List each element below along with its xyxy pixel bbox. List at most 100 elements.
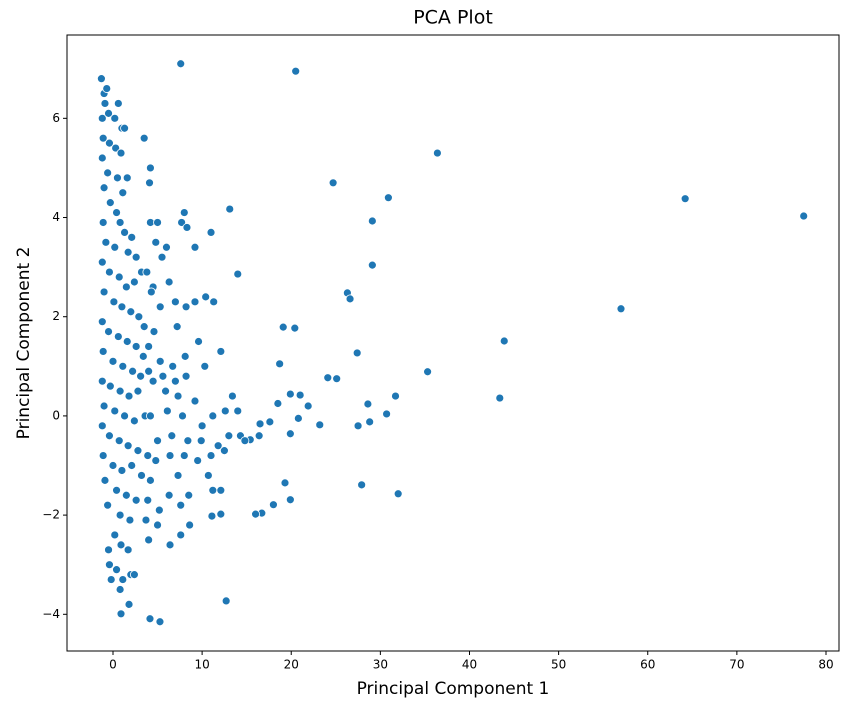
point — [113, 173, 122, 183]
x-tick-label: 80 — [818, 658, 833, 672]
point — [110, 113, 120, 123]
point — [208, 485, 218, 495]
point — [124, 599, 134, 609]
point — [97, 376, 107, 386]
point — [154, 505, 164, 515]
point — [122, 173, 132, 183]
point — [273, 399, 283, 408]
point — [118, 361, 128, 371]
point — [105, 138, 114, 148]
point — [123, 247, 133, 257]
point — [290, 323, 300, 333]
point — [120, 227, 129, 237]
point — [100, 475, 110, 485]
point — [680, 194, 690, 204]
point — [295, 390, 305, 400]
point — [391, 391, 400, 401]
point — [97, 153, 107, 163]
point — [207, 511, 217, 521]
point — [190, 242, 200, 252]
y-tick-label: −2 — [42, 508, 60, 522]
point — [179, 208, 189, 217]
point — [352, 348, 362, 358]
point — [113, 332, 123, 341]
point — [148, 376, 158, 386]
point — [285, 429, 295, 439]
point — [353, 421, 363, 431]
point — [190, 396, 200, 406]
point — [177, 218, 187, 227]
point — [208, 411, 218, 421]
point — [137, 471, 146, 480]
point — [178, 411, 187, 421]
x-axis-label: Principal Component 1 — [357, 679, 550, 699]
point — [365, 417, 375, 427]
point — [134, 312, 144, 322]
point — [105, 267, 114, 277]
point — [129, 277, 139, 287]
point — [105, 431, 114, 441]
point — [799, 211, 809, 221]
point — [265, 417, 275, 427]
y-axis-label: Principal Component 2 — [14, 247, 34, 440]
point — [105, 198, 115, 208]
point — [151, 237, 161, 247]
point — [164, 490, 174, 500]
point — [101, 237, 111, 247]
point — [105, 381, 115, 391]
point — [219, 446, 229, 456]
point — [173, 391, 183, 401]
point — [108, 356, 118, 366]
point — [146, 475, 155, 485]
x-tick-label: 20 — [284, 658, 299, 672]
point — [115, 386, 125, 396]
point — [275, 359, 285, 369]
point — [144, 366, 154, 376]
point — [121, 490, 131, 500]
point — [102, 84, 112, 93]
point — [278, 322, 288, 332]
point — [116, 609, 126, 619]
point — [139, 133, 149, 143]
point — [110, 530, 120, 540]
point — [220, 406, 230, 416]
point — [123, 441, 133, 451]
point — [193, 456, 203, 465]
point — [127, 461, 137, 470]
point — [145, 614, 155, 624]
point — [170, 297, 180, 307]
point — [225, 204, 235, 214]
point — [176, 530, 186, 540]
point — [495, 393, 505, 403]
point — [99, 287, 109, 297]
point — [97, 74, 106, 84]
point — [117, 302, 127, 312]
point — [293, 413, 303, 423]
point — [112, 208, 121, 217]
point — [136, 371, 146, 381]
y-tick-label: 0 — [52, 408, 60, 422]
point — [114, 436, 124, 446]
point — [382, 409, 392, 419]
point — [181, 371, 191, 381]
point — [216, 485, 226, 495]
y-tick-label: −4 — [42, 607, 60, 621]
point — [173, 471, 183, 480]
point — [345, 294, 355, 304]
point — [291, 66, 301, 76]
point — [363, 399, 373, 409]
point — [251, 509, 260, 519]
point — [143, 451, 153, 460]
y-tick-label: 6 — [52, 111, 60, 125]
point — [116, 540, 126, 550]
point — [131, 342, 141, 351]
point — [104, 545, 113, 555]
point — [126, 307, 136, 317]
point — [285, 495, 295, 505]
point — [146, 411, 155, 421]
point — [233, 269, 243, 279]
point — [103, 500, 113, 510]
point — [97, 421, 107, 431]
point — [100, 99, 110, 108]
